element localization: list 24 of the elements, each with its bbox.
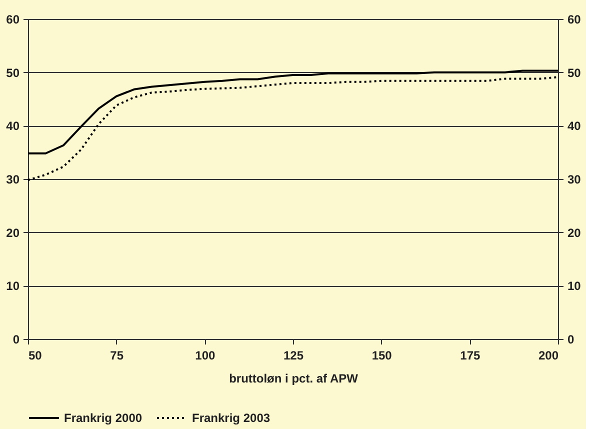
legend-label: Frankrig 2000 <box>64 411 142 425</box>
x-tick-label: 100 <box>195 348 216 362</box>
y2-tick-label: 50 <box>568 66 582 80</box>
x-tick-label: 125 <box>283 348 304 362</box>
y-tick-label: 40 <box>6 119 20 134</box>
y-tick-label: 60 <box>6 12 20 26</box>
y2-tick-label: 40 <box>568 119 582 134</box>
x-axis-title: bruttoløn i pct. af APW <box>229 372 359 386</box>
y2-tick-label: 10 <box>568 279 582 294</box>
y-tick-label: 20 <box>6 226 20 240</box>
y2-tick-label: 30 <box>568 172 582 186</box>
x-tick-label: 75 <box>110 348 124 362</box>
y-tick-label: 50 <box>6 66 20 80</box>
legend-label: Frankrig 2003 <box>192 411 270 425</box>
x-tick-label: 50 <box>28 348 42 362</box>
y2-tick-label: 60 <box>568 12 582 26</box>
x-tick-label: 150 <box>372 348 392 362</box>
y-tick-label: 30 <box>6 172 20 186</box>
y-tick-label: 0 <box>12 332 20 346</box>
y2-tick-label: 20 <box>568 226 582 240</box>
x-tick-label: 175 <box>460 348 480 362</box>
x-tick-label: 200 <box>538 348 559 362</box>
y2-tick-label: 0 <box>568 332 574 346</box>
y-tick-label: 10 <box>6 279 20 294</box>
